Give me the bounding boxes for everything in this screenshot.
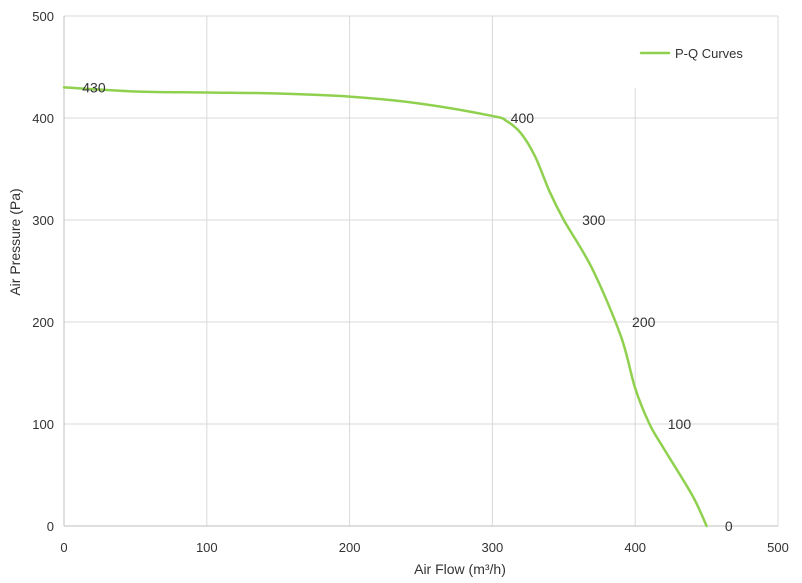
data-label-5: 0	[725, 518, 733, 534]
x-tick-label-4: 400	[624, 540, 646, 555]
y-tick-label-2: 200	[32, 315, 54, 330]
x-tick-label-0: 0	[60, 540, 67, 555]
axes	[63, 16, 778, 527]
y-tick-label-3: 300	[32, 213, 54, 228]
data-label-3: 200	[632, 314, 656, 330]
data-label-2: 300	[582, 212, 606, 228]
y-tick-label-5: 500	[32, 9, 54, 24]
legend[interactable]: P-Q Curves	[610, 20, 776, 88]
y-axis-label: Air Pressure (Pa)	[7, 188, 23, 295]
x-tick-label-3: 300	[482, 540, 504, 555]
y-tick-label-0: 0	[47, 519, 54, 534]
tick-labels: 0 100 200 300 400 500 0 100 200 300 400 500	[32, 9, 789, 555]
series-line-0	[62, 86, 708, 528]
data-label-0: 430	[82, 79, 106, 95]
x-tick-label-5: 500	[767, 540, 789, 555]
data-label-1: 400	[511, 110, 535, 126]
legend-label-0: P-Q Curves	[675, 46, 743, 61]
annotations: 430 400 300 200 100 0	[82, 79, 733, 534]
x-axis-label: Air Flow (m³/h)	[414, 561, 506, 577]
grid	[64, 15, 779, 526]
x-tick-label-2: 200	[339, 540, 361, 555]
series-group	[62, 86, 708, 528]
y-tick-label-1: 100	[32, 417, 54, 432]
legend-background	[610, 20, 776, 88]
x-tick-label-1: 100	[196, 540, 218, 555]
y-tick-label-4: 400	[32, 111, 54, 126]
data-label-4: 100	[668, 416, 692, 432]
